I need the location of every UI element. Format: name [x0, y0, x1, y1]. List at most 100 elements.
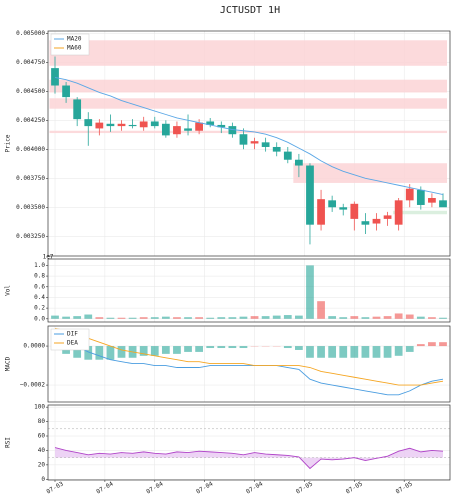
candle-body: [95, 122, 104, 129]
macd-bar: [394, 346, 403, 356]
volume-bar: [295, 315, 303, 319]
volume-bar: [62, 316, 70, 319]
panel-frame: [47, 30, 451, 257]
volume-bar: [217, 317, 226, 319]
candle-body: [184, 128, 192, 131]
volume-bar: [139, 317, 148, 319]
macd-bar: [428, 342, 436, 347]
y-tick-label: 100: [34, 404, 45, 411]
volume-bar: [161, 316, 170, 319]
macd-bar: [228, 346, 237, 349]
volume-bar: [206, 317, 215, 319]
legend-label: DEA: [67, 340, 78, 347]
macd-bar: [195, 346, 203, 352]
macd-line: [54, 328, 444, 386]
x-tick-label: 07-04: [245, 480, 264, 495]
y-tick-label: 0.004000: [16, 146, 45, 153]
legend-label: MA60: [67, 45, 82, 52]
legend-label: DIF: [67, 331, 78, 338]
candle-body: [372, 218, 381, 224]
macd-bar: [306, 346, 314, 358]
candle-body: [128, 124, 137, 127]
volume-bar: [51, 315, 59, 319]
candle-body: [306, 165, 314, 225]
x-tick-label: 07-05: [395, 480, 414, 495]
candle-body: [73, 99, 82, 120]
x-tick-label: 07-04: [95, 480, 114, 495]
macd-bar: [161, 346, 170, 354]
macd-bar: [416, 344, 425, 347]
volume-bar: [416, 316, 425, 319]
candle-body: [139, 121, 148, 128]
candle-body: [117, 123, 126, 127]
volume-bar: [272, 315, 281, 319]
y-tick-label: 60: [38, 433, 46, 440]
macd-bar: [439, 342, 447, 347]
y-axis-label: RSI: [5, 437, 12, 448]
macd-bar: [173, 346, 181, 354]
macd-bar: [184, 346, 192, 352]
macd-bar: [73, 346, 82, 358]
candle-body: [217, 124, 226, 128]
macd-bar: [350, 346, 359, 358]
volume-bar: [250, 316, 259, 319]
candle-body: [394, 200, 403, 225]
panel-frame: [47, 404, 451, 481]
candle-body: [317, 199, 325, 225]
macd-bar: [372, 346, 381, 358]
x-tick-label: 07-03: [45, 480, 64, 495]
price-zone: [49, 79, 447, 93]
volume-bar: [195, 317, 203, 319]
axis-offset: 1e7: [43, 254, 54, 261]
x-tick-label: 07-04: [145, 480, 164, 495]
macd-bar: [150, 346, 159, 356]
candle-body: [206, 121, 215, 125]
volume-bar: [350, 316, 359, 319]
macd-bar: [361, 346, 370, 358]
candle-body: [173, 126, 181, 135]
candle-body: [328, 200, 337, 208]
candle-body: [428, 198, 436, 203]
volume-bar: [428, 317, 436, 319]
price-zone: [49, 40, 447, 66]
y-tick-label: 0.003500: [16, 204, 45, 211]
y-tick-label: 20: [38, 461, 46, 468]
macd-bar: [206, 346, 215, 349]
macd-bar: [84, 346, 93, 360]
candle-body: [250, 141, 259, 144]
y-tick-label: 0.6: [34, 283, 45, 290]
ma-line: [54, 76, 444, 195]
y-tick-label: 80: [38, 418, 46, 425]
y-axis-label: MACD: [5, 356, 12, 371]
volume-bar: [328, 316, 337, 319]
y-tick-label: 0.004750: [16, 59, 45, 66]
y-tick-label: 0.0: [34, 315, 45, 322]
macd-bar: [405, 346, 414, 352]
volume-bar: [184, 317, 192, 319]
macd-bar: [328, 346, 337, 358]
y-tick-label: 0.004250: [16, 117, 45, 124]
macd-bar: [339, 346, 348, 358]
volume-bar: [128, 317, 137, 319]
panel-frame: [47, 258, 451, 323]
volume-bar: [439, 317, 447, 319]
y-tick-label: 1.0: [34, 262, 45, 269]
candle-body: [195, 122, 203, 131]
candle-body: [150, 121, 159, 127]
x-tick-label: 07-05: [295, 480, 314, 495]
macd-bar: [317, 346, 325, 358]
x-tick-label: 07-04: [195, 480, 214, 495]
x-tick-label: 07-05: [345, 480, 364, 495]
panel-frame: [47, 325, 451, 403]
volume-bar: [150, 317, 159, 319]
candle-body: [62, 85, 70, 98]
price-zone: [49, 130, 447, 134]
y-tick-label: 0.003750: [16, 175, 45, 182]
y-tick-label: 0.4: [34, 294, 45, 301]
y-tick-label: −0.0002: [20, 382, 46, 389]
y-tick-label: 0: [41, 476, 45, 483]
volume-bar: [339, 317, 348, 319]
candle-body: [439, 200, 447, 208]
candle-body: [339, 207, 348, 210]
